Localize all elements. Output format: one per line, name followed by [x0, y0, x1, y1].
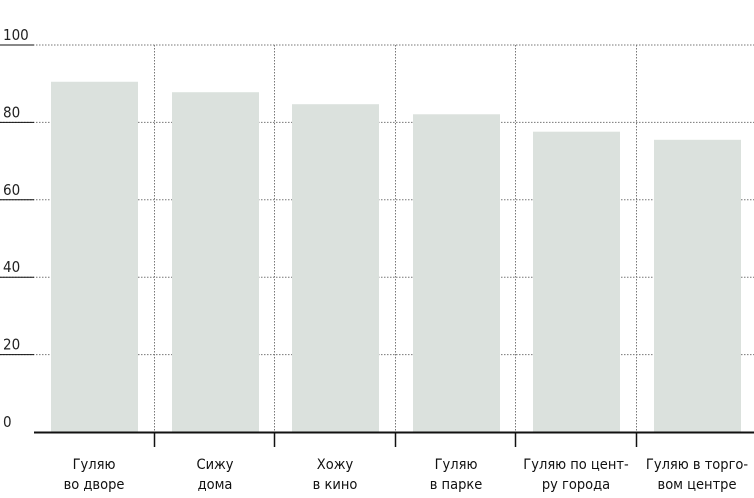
- grid-layer: [0, 44, 754, 432]
- category-label-line: ру города: [542, 477, 610, 493]
- axis-layer: [0, 44, 754, 447]
- category-label-line: в парке: [430, 477, 483, 493]
- bar: [292, 104, 379, 432]
- labels-layer: 0 20 40 60 80 100 Гуляю во дворе Сижу дома Хожу в к…: [3, 26, 748, 493]
- category-label-line: в кино: [313, 477, 358, 493]
- category-label-line: вом центре: [658, 477, 737, 493]
- category-label-line: Гуляю: [73, 457, 116, 473]
- bar: [413, 114, 500, 432]
- y-tick-label: 20: [3, 336, 20, 354]
- category-label-line: Гуляю по цент-: [523, 457, 629, 473]
- bar: [172, 92, 259, 433]
- bar: [51, 81, 138, 432]
- category-label-line: дома: [198, 477, 233, 493]
- bars-layer: [51, 81, 741, 433]
- y-tick-label: 0: [3, 413, 12, 431]
- category-label-line: Гуляю: [435, 457, 478, 473]
- bar: [654, 139, 741, 432]
- bar: [533, 131, 620, 433]
- y-tick-label: 80: [3, 103, 20, 121]
- category-label-line: Гуляю в торго-: [646, 457, 749, 473]
- category-label-line: Сижу: [196, 457, 233, 473]
- category-label-line: Хожу: [317, 457, 354, 473]
- y-tick-label: 60: [3, 181, 20, 199]
- y-tick-label: 100: [3, 26, 29, 44]
- y-tick-label: 40: [3, 258, 20, 276]
- category-label-line: во дворе: [64, 477, 125, 493]
